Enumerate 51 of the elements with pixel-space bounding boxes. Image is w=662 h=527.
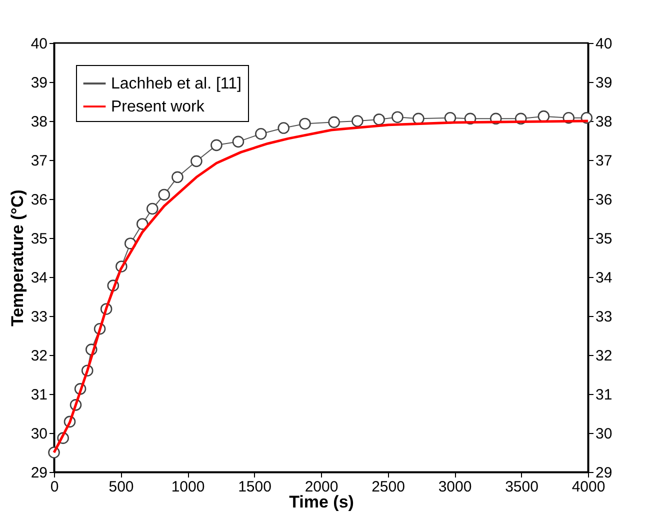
y2-tick-label: 32: [596, 348, 612, 364]
y2-tick-label: 33: [596, 308, 612, 326]
y-axis-title: Temperature (°C): [8, 190, 27, 326]
y-tick-label: 35: [30, 230, 48, 248]
point: [172, 171, 184, 184]
y2-tick-label: 39: [596, 74, 612, 92]
y2-tick-label: 29: [596, 464, 612, 482]
x-tick-label: 2500: [372, 478, 405, 496]
x-axis-title: Time (s): [289, 492, 354, 512]
x-tick-label: 1000: [171, 478, 205, 496]
y2-tick-label: 34: [596, 270, 612, 286]
legend-label: Lachheb et al. [11]: [111, 76, 242, 92]
y-tick-label: 29: [30, 464, 48, 482]
y2-tick-label: 37: [596, 152, 612, 170]
y-tick-label: 36: [30, 192, 48, 208]
y-tick-label: 40: [30, 36, 48, 52]
y2-tick-label: 38: [596, 114, 612, 130]
y-tick-label: 33: [30, 308, 48, 326]
y-tick-label: 31: [30, 386, 48, 404]
y-tick-label: 37: [30, 152, 48, 170]
y-tick-label: 39: [30, 74, 48, 92]
y2-tick-label: 35: [596, 230, 612, 248]
x-tick-label: 0: [50, 478, 59, 496]
y2-tick-label: 40: [596, 36, 612, 52]
point: [136, 218, 148, 230]
point: [299, 118, 311, 130]
y2-tick-label: 31: [596, 386, 612, 404]
point: [255, 128, 267, 140]
point: [232, 136, 244, 148]
x-tick-label: 3500: [505, 478, 538, 496]
y-tick-label: 30: [30, 426, 48, 442]
point: [190, 155, 202, 168]
x-tick-label: 1500: [238, 478, 272, 496]
point: [158, 188, 170, 201]
x-tick-label: 500: [108, 478, 134, 496]
point: [146, 202, 158, 215]
point: [373, 114, 385, 126]
y2-tick-label: 36: [596, 192, 612, 208]
y-tick-label: 32: [30, 348, 48, 364]
y2-tick-label: 30: [596, 426, 612, 442]
point: [278, 122, 290, 134]
y-tick-label: 38: [30, 114, 48, 130]
x-tick-label: 4000: [572, 478, 606, 496]
y-tick-label: 34: [30, 270, 48, 286]
x-tick-label: 2000: [304, 478, 338, 496]
point: [210, 139, 222, 152]
point: [328, 116, 340, 128]
legend-label: Present work: [111, 98, 206, 116]
x-tick-label: 3000: [438, 478, 472, 496]
point: [352, 115, 364, 127]
point: [392, 111, 404, 123]
